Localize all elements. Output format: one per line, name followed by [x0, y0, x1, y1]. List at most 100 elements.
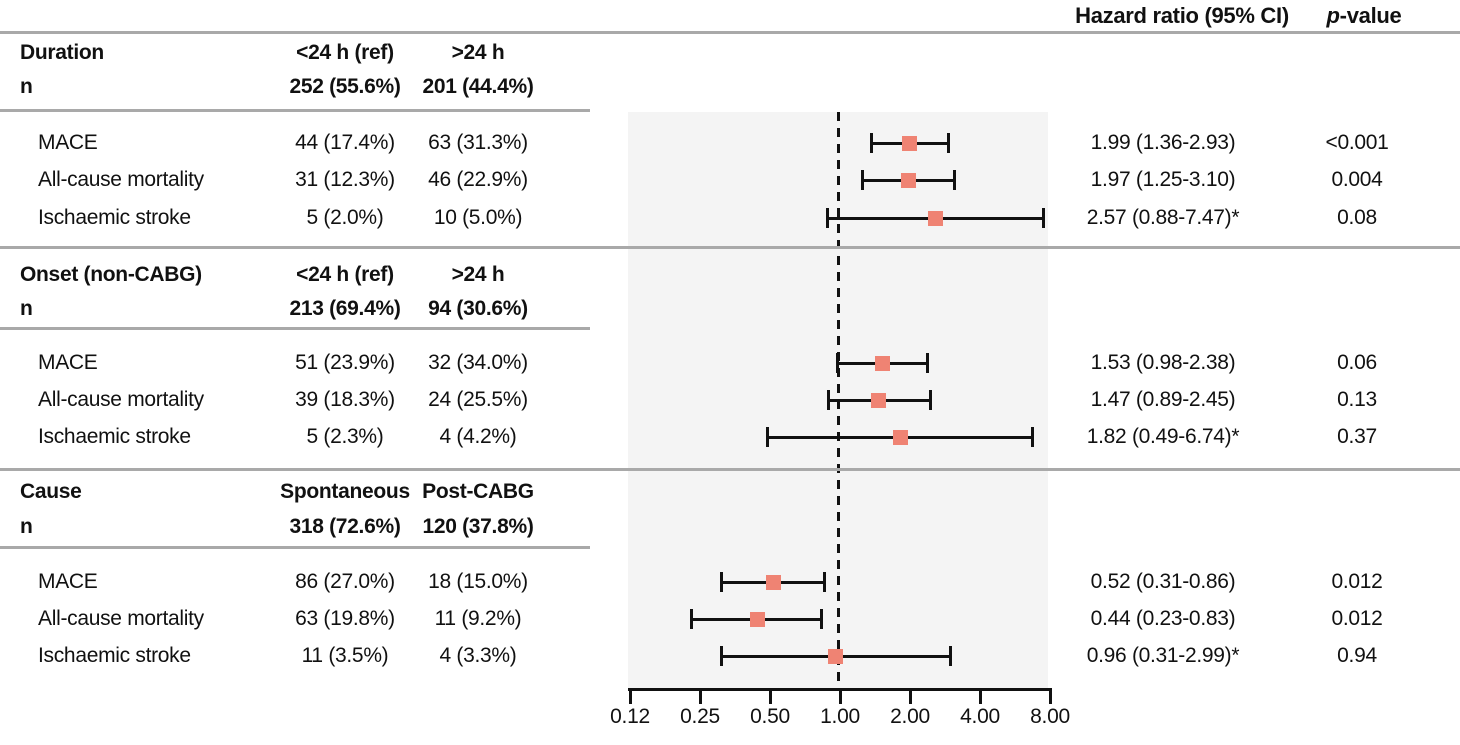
hr-ci-value: 1.97 (1.25-3.10) — [1090, 168, 1236, 191]
col2-n: 94 (30.6%) — [428, 297, 528, 320]
hr-ci-value: 1.82 (0.49-6.74)* — [1086, 425, 1240, 448]
p-value: 0.37 — [1337, 425, 1377, 448]
outcome-label: MACE — [38, 131, 98, 154]
axis-tick-label: 8.00 — [1030, 705, 1070, 728]
hr-point-marker — [749, 611, 765, 627]
col2-n: 120 (37.8%) — [422, 515, 534, 538]
p-value: <0.001 — [1325, 131, 1389, 154]
rule-top — [0, 31, 1460, 34]
p-italic: p — [1326, 3, 1340, 28]
p-value: 0.13 — [1337, 388, 1377, 411]
ci-cap-right — [823, 572, 827, 592]
p-value: 0.004 — [1331, 168, 1383, 191]
outcome-label: MACE — [38, 351, 98, 374]
ci-cap-left — [690, 609, 694, 629]
col1-value: 5 (2.3%) — [306, 425, 384, 448]
axis-tick-label: 0.12 — [610, 705, 650, 728]
col1-n: 213 (69.4%) — [289, 297, 401, 320]
axis-tick-label: 1.00 — [820, 705, 860, 728]
p-value: 0.012 — [1331, 570, 1383, 593]
col2-value: 63 (31.3%) — [428, 131, 528, 154]
ci-cap-left — [766, 427, 770, 447]
p-value: 0.08 — [1337, 206, 1377, 229]
hr-ci-value: 1.53 (0.98-2.38) — [1090, 351, 1236, 374]
col1-value: 5 (2.0%) — [306, 206, 384, 229]
col2-header: >24 h — [451, 41, 505, 64]
hazard-ratio-header-label: Hazard ratio (95% CI) — [1075, 3, 1289, 28]
ci-cap-right — [926, 353, 930, 373]
outcome-label: All-cause mortality — [38, 607, 204, 630]
outcome-label: Ischaemic stroke — [38, 644, 191, 667]
col2-header: >24 h — [451, 263, 505, 286]
p-value: 0.012 — [1331, 607, 1383, 630]
rule-section-divider-1 — [0, 246, 1460, 249]
p-value-suffix: -value — [1339, 3, 1402, 28]
hr-ci-value: 1.99 (1.36-2.93) — [1090, 131, 1236, 154]
axis-tick-label: 2.00 — [890, 705, 930, 728]
n-label: n — [20, 75, 33, 98]
axis-tick-label: 0.50 — [750, 705, 790, 728]
hr-ci-value: 0.44 (0.23-0.83) — [1090, 607, 1236, 630]
outcome-label: MACE — [38, 570, 98, 593]
p-value: 0.94 — [1337, 644, 1377, 667]
col1-value: 31 (12.3%) — [295, 168, 395, 191]
rule-section-divider-2 — [0, 468, 1460, 471]
outcome-label: Ischaemic stroke — [38, 425, 191, 448]
ci-cap-left — [720, 572, 724, 592]
col2-value: 18 (15.0%) — [428, 570, 528, 593]
hr-ci-value: 2.57 (0.88-7.47)* — [1086, 206, 1240, 229]
axis-tick — [978, 688, 982, 704]
section-title: Onset (non-CABG) — [20, 263, 202, 286]
hr-point-marker — [766, 574, 782, 590]
ci-cap-left — [826, 390, 830, 410]
ci-cap-left — [869, 133, 873, 153]
rule-cause-subheader — [0, 546, 590, 549]
n-label: n — [20, 297, 33, 320]
col2-n: 201 (44.4%) — [422, 75, 534, 98]
outcome-label: All-cause mortality — [38, 388, 204, 411]
ci-cap-left — [720, 646, 724, 666]
axis-tick — [908, 688, 912, 704]
outcome-label: All-cause mortality — [38, 168, 204, 191]
hr-point-marker — [901, 135, 917, 151]
axis-tick — [698, 688, 702, 704]
hr-ci-value: 0.96 (0.31-2.99)* — [1086, 644, 1240, 667]
col1-value: 44 (17.4%) — [295, 131, 395, 154]
section-title: Cause — [20, 480, 82, 503]
hr-point-marker — [871, 392, 887, 408]
col1-value: 51 (23.9%) — [295, 351, 395, 374]
col2-value: 4 (4.2%) — [439, 425, 517, 448]
p-value: 0.06 — [1337, 351, 1377, 374]
col1-value: 11 (3.5%) — [301, 644, 389, 667]
ci-cap-right — [952, 170, 956, 190]
ci-cap-left — [861, 170, 865, 190]
n-label: n — [20, 515, 33, 538]
rule-onset-subheader — [0, 327, 590, 330]
ci-cap-left — [836, 353, 840, 373]
col1-n: 318 (72.6%) — [289, 515, 401, 538]
col1-value: 63 (19.8%) — [295, 607, 395, 630]
col1-n: 252 (55.6%) — [289, 75, 401, 98]
axis-tick — [768, 688, 772, 704]
rule-duration-subheader — [0, 109, 590, 112]
axis-tick — [628, 688, 632, 704]
hr-point-marker — [828, 648, 844, 664]
col2-value: 32 (34.0%) — [428, 351, 528, 374]
outcome-label: Ischaemic stroke — [38, 206, 191, 229]
col2-value: 10 (5.0%) — [433, 206, 523, 229]
ci-cap-right — [819, 609, 823, 629]
col2-value: 4 (3.3%) — [439, 644, 517, 667]
col1-header: <24 h (ref) — [296, 263, 394, 286]
hr-point-marker — [875, 355, 891, 371]
ci-cap-right — [1041, 208, 1045, 228]
hazard-ratio-column-header: Hazard ratio (95% CI) — [1032, 1, 1332, 31]
ci-cap-right — [949, 646, 953, 666]
col2-value: 11 (9.2%) — [434, 607, 522, 630]
axis-tick — [1048, 688, 1052, 704]
col1-value: 86 (27.0%) — [295, 570, 395, 593]
ci-cap-left — [825, 208, 829, 228]
hr-point-marker — [892, 429, 908, 445]
col1-value: 39 (18.3%) — [295, 388, 395, 411]
axis-tick-label: 4.00 — [960, 705, 1000, 728]
